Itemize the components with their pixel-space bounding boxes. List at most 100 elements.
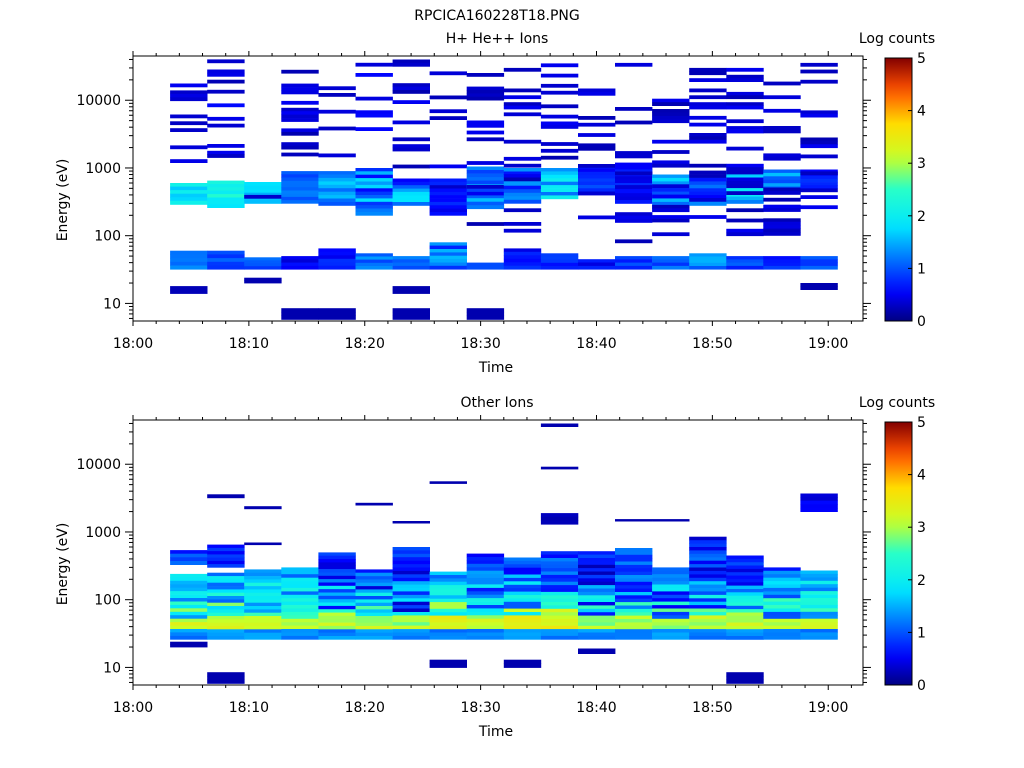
- heatmap-cell: [466, 601, 505, 606]
- heatmap-cell: [318, 615, 356, 620]
- heatmap-cell: [466, 611, 505, 616]
- heatmap-cell: [503, 182, 542, 186]
- heatmap-cell: [689, 536, 727, 541]
- heatmap-cell: [429, 629, 467, 633]
- heatmap-cell: [800, 113, 838, 118]
- heatmap-cell: [652, 591, 690, 596]
- heatmap-cell: [244, 602, 282, 607]
- heatmap-cell: [503, 177, 542, 182]
- heatmap-cell: [318, 609, 356, 613]
- heatmap-cell: [615, 595, 653, 600]
- heatmap-cell: [689, 622, 727, 626]
- heatmap-cell: [466, 205, 505, 210]
- heatmap-cell: [244, 619, 282, 623]
- heatmap-cell: [170, 557, 208, 562]
- heatmap-cell: [578, 554, 616, 559]
- heatmap-cell: [726, 592, 764, 597]
- heatmap-cell: [800, 570, 838, 575]
- heatmap-cell: [429, 615, 467, 620]
- heatmap-cell: [281, 114, 319, 119]
- heatmap-cell: [689, 181, 727, 186]
- heatmap-cell: [615, 558, 653, 562]
- heatmap-cell: [615, 200, 653, 204]
- heatmap-cell: [429, 164, 467, 169]
- heatmap-cell: [318, 572, 356, 577]
- heatmap-cell: [429, 178, 467, 183]
- heatmap-cell: [689, 136, 727, 141]
- heatmap-cell: [503, 208, 542, 213]
- heatmap-cell: [281, 174, 319, 178]
- heatmap-cell: [244, 629, 282, 633]
- heatmap-cell: [466, 265, 505, 270]
- heatmap-cell: [392, 137, 430, 142]
- y-tick-label: 10000: [76, 93, 121, 109]
- heatmap-cell: [615, 107, 653, 111]
- heatmap-cell: [540, 581, 579, 586]
- heatmap-cell: [503, 185, 542, 190]
- heatmap-cell: [207, 103, 245, 108]
- heatmap-cell: [355, 619, 393, 623]
- heatmap-cell: [281, 625, 319, 630]
- heatmap-cell: [355, 201, 393, 206]
- heatmap-cell: [540, 568, 579, 572]
- heatmap-cell: [355, 73, 393, 77]
- heatmap-cell: [800, 69, 838, 74]
- panel-bottom-colorbar: 0 1 2 3 4 5: [884, 415, 926, 694]
- heatmap-cell: [392, 632, 430, 637]
- heatmap-cell: [503, 88, 542, 93]
- heatmap-cell: [281, 184, 319, 188]
- heatmap-cell: [615, 519, 653, 522]
- heatmap-cell: [170, 587, 208, 592]
- heatmap-cell: [244, 606, 282, 610]
- heatmap-cell: [392, 570, 430, 575]
- heatmap-cell: [318, 153, 356, 158]
- heatmap-cell: [800, 632, 838, 637]
- heatmap-cell: [689, 215, 727, 219]
- heatmap-cell: [615, 629, 653, 633]
- heatmap-cell: [763, 618, 801, 623]
- heatmap-cell: [689, 95, 727, 100]
- heatmap-cell: [615, 196, 653, 201]
- heatmap-cell: [429, 195, 467, 199]
- heatmap-cell: [615, 608, 653, 613]
- colorbar-tick-label: 3: [917, 520, 926, 536]
- heatmap-cell: [578, 146, 616, 151]
- heatmap-cell: [689, 608, 727, 613]
- heatmap-cell: [503, 618, 542, 623]
- heatmap-cell: [466, 629, 505, 633]
- heatmap-cell: [318, 612, 356, 617]
- heatmap-cell: [429, 185, 467, 189]
- heatmap-cell: [466, 184, 505, 189]
- heatmap-cell: [800, 594, 838, 599]
- heatmap-cell: [466, 605, 505, 609]
- heatmap-cell: [318, 552, 356, 557]
- heatmap-cell: [207, 557, 245, 562]
- heatmap-cell: [540, 571, 579, 576]
- heatmap-cell: [207, 194, 245, 198]
- heatmap-cell: [170, 254, 208, 259]
- heatmap-cell: [689, 601, 727, 606]
- heatmap-cell: [244, 260, 282, 264]
- heatmap-cell: [689, 581, 727, 585]
- heatmap-cell: [726, 629, 764, 633]
- heatmap-cell: [355, 629, 393, 633]
- heatmap-cell: [726, 612, 764, 617]
- heatmap-cell: [615, 622, 653, 627]
- heatmap-cell: [800, 618, 838, 623]
- heatmap-cell: [244, 194, 282, 199]
- heatmap-cell: [726, 622, 764, 627]
- heatmap-cell: [503, 163, 542, 168]
- heatmap-cell: [281, 152, 319, 157]
- heatmap-cell: [726, 78, 764, 82]
- heatmap-cell: [652, 581, 690, 585]
- heatmap-cell: [170, 550, 208, 555]
- heatmap-cell: [392, 178, 430, 183]
- heatmap-cell: [763, 176, 801, 181]
- heatmap-cell: [763, 256, 801, 260]
- heatmap-cell: [763, 129, 801, 134]
- heatmap-cell: [689, 266, 727, 270]
- heatmap-cell: [615, 625, 653, 630]
- heatmap-cell: [615, 154, 653, 159]
- heatmap-cell: [355, 572, 393, 577]
- x-tick-label: 18:30: [460, 336, 500, 352]
